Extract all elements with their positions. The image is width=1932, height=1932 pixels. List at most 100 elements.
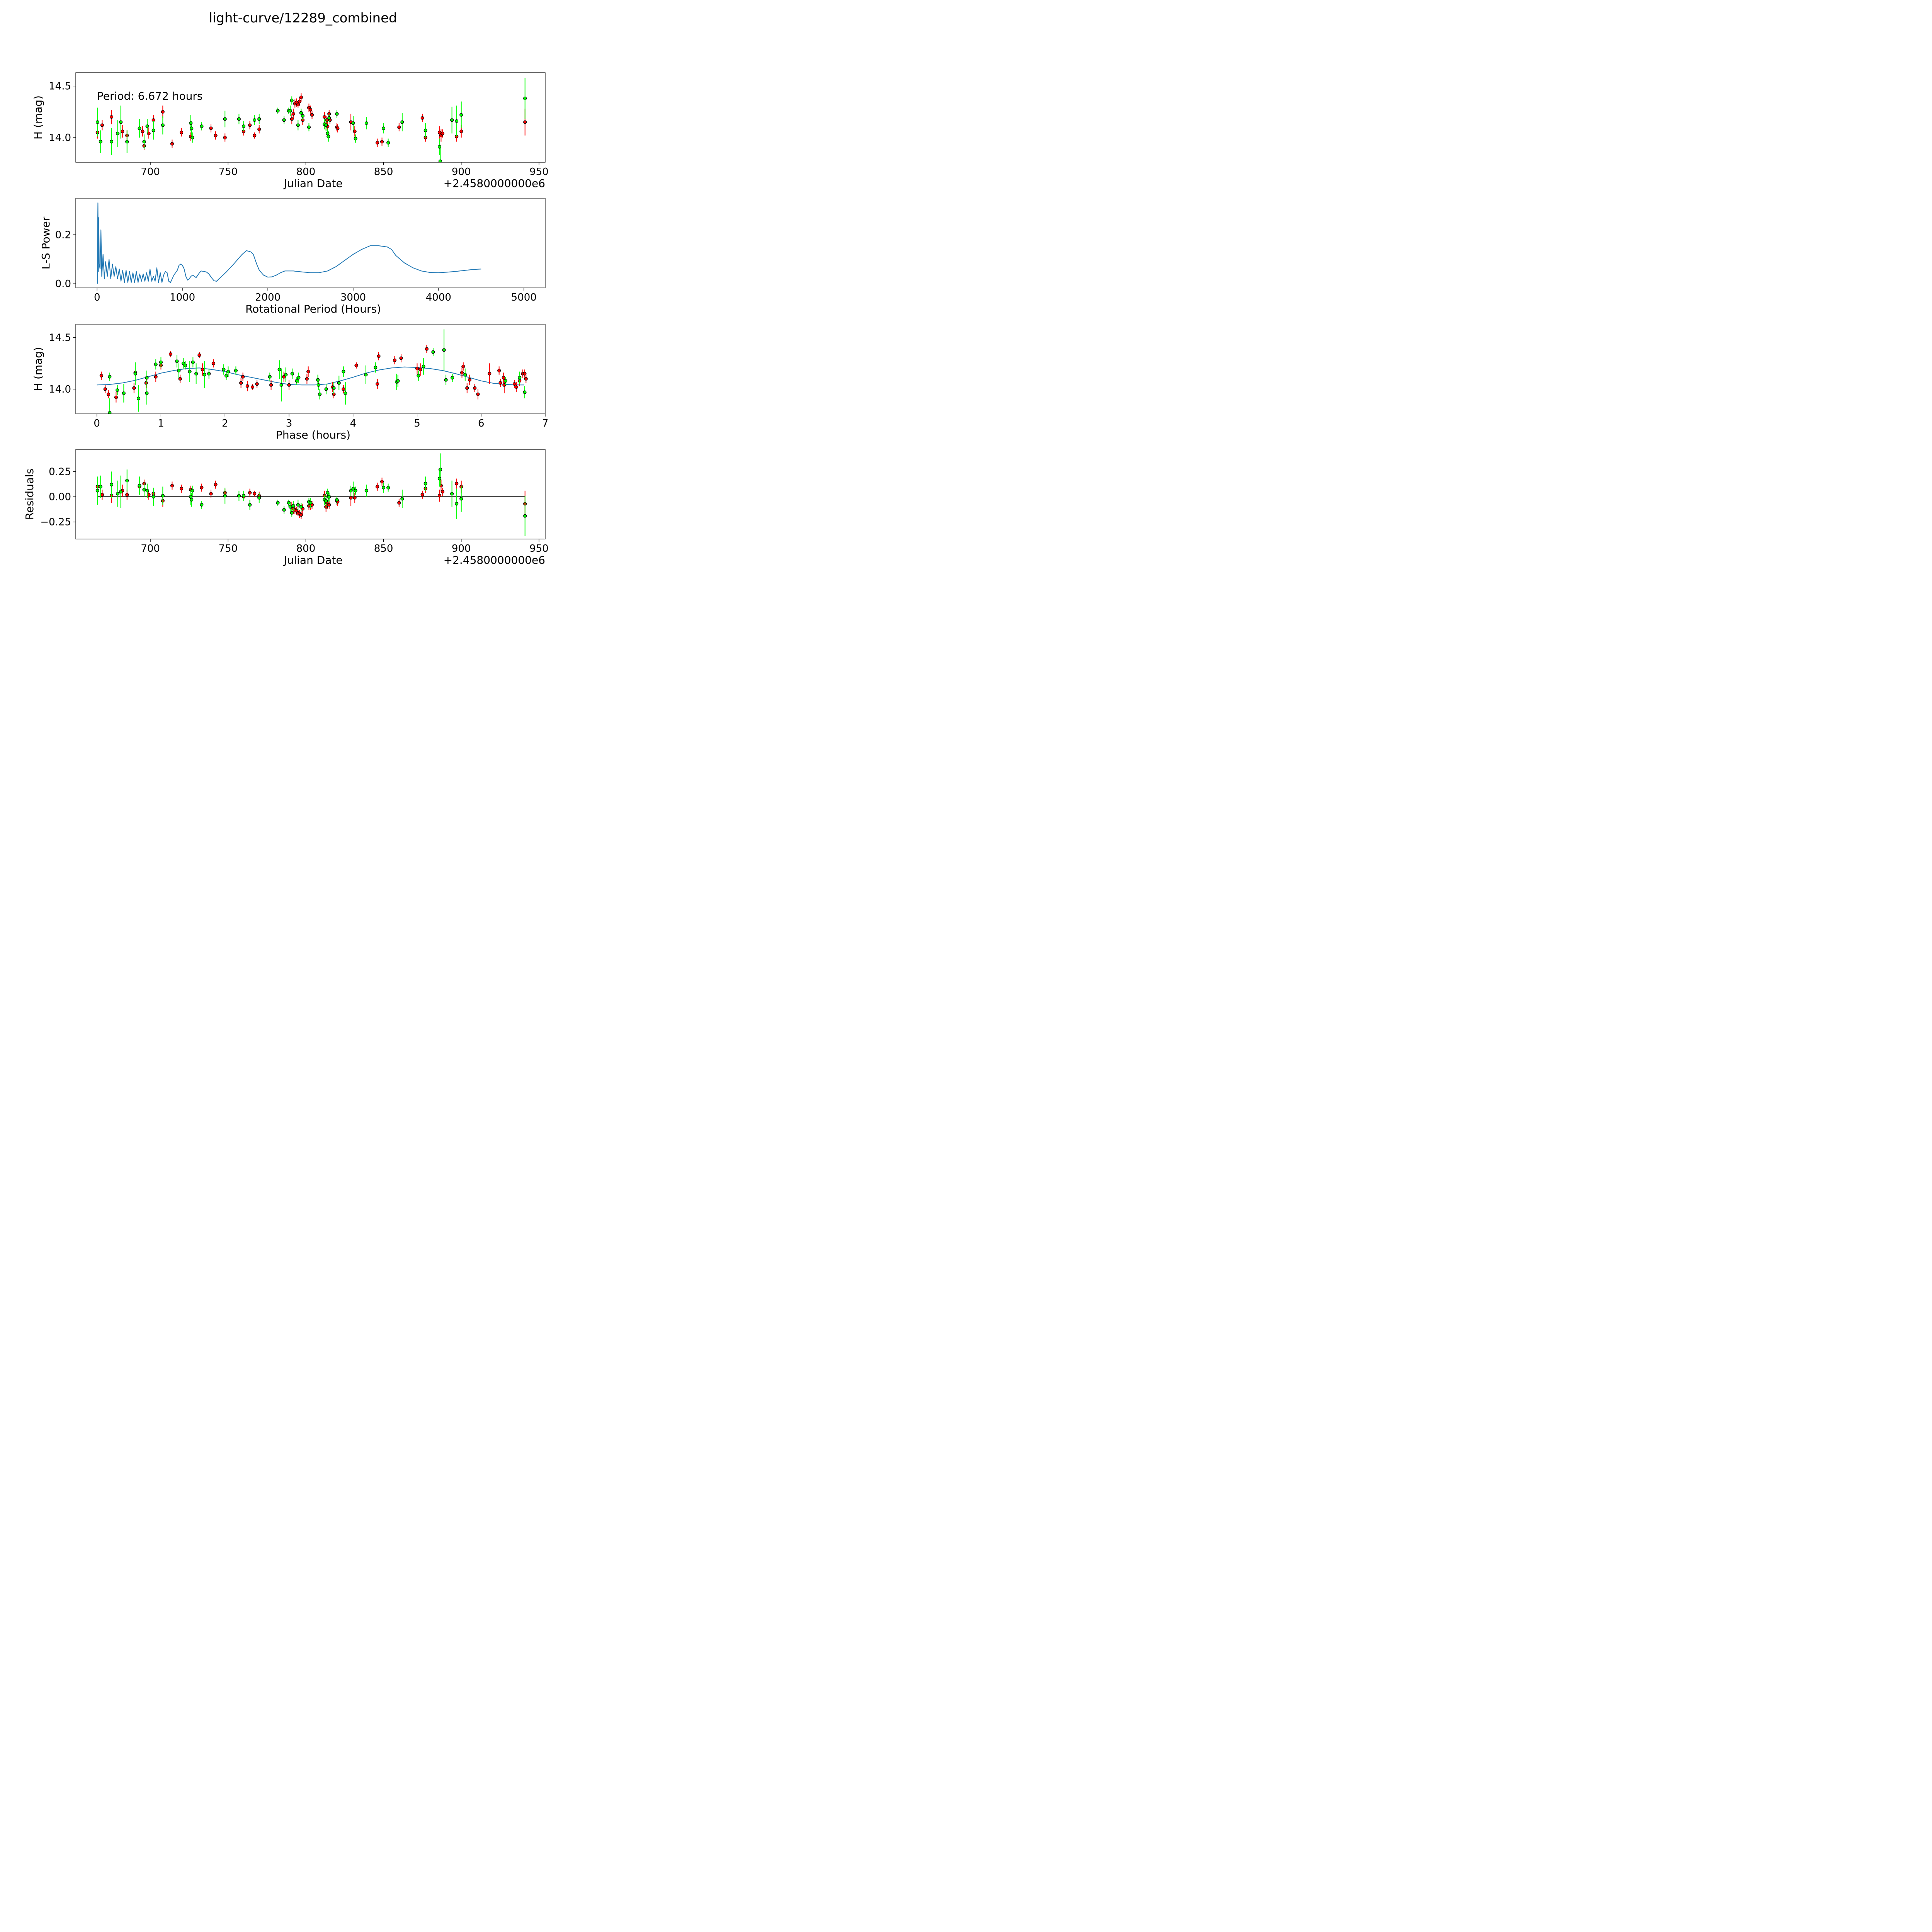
data-point [201, 367, 204, 371]
data-point [290, 117, 294, 121]
data-point [308, 108, 313, 112]
data-point [290, 511, 294, 515]
data-point [400, 120, 404, 124]
data-point [200, 486, 204, 490]
data-point [400, 497, 404, 501]
data-point [502, 376, 505, 380]
data-point [420, 493, 424, 497]
data-point [296, 103, 300, 107]
data-point [342, 370, 345, 374]
data-point [147, 493, 151, 497]
data-point [364, 489, 368, 493]
data-point [248, 123, 252, 127]
data-point [423, 128, 427, 132]
data-point [420, 116, 424, 120]
x-tick-label: 3000 [340, 292, 366, 303]
data-point [253, 492, 257, 496]
data-point [381, 126, 386, 130]
data-point [460, 371, 464, 374]
data-point [438, 468, 442, 471]
data-point [147, 131, 151, 135]
data-point [138, 484, 141, 488]
y-tick-label: 14.0 [49, 132, 71, 144]
data-point [257, 128, 261, 131]
y-tick-label: 0.25 [49, 466, 71, 478]
x-tick-label: 5000 [511, 292, 537, 303]
data-point [144, 381, 148, 385]
data-point [223, 136, 227, 139]
data-point [99, 140, 102, 144]
axes-frame [75, 198, 546, 288]
data-point [100, 123, 104, 127]
data-point [415, 367, 419, 371]
data-point [188, 370, 192, 374]
data-point [276, 109, 280, 113]
data-point [337, 381, 341, 385]
data-point [207, 372, 211, 376]
series-red [95, 93, 527, 150]
data-point [279, 383, 283, 387]
data-point [189, 121, 193, 125]
data-point [438, 159, 442, 162]
data-point [422, 364, 425, 368]
data-point [380, 140, 384, 144]
x-tick-label: 1 [158, 418, 164, 429]
x-tick-label: 0 [94, 292, 100, 303]
data-point [100, 493, 104, 497]
data-point [306, 370, 310, 374]
x-tick-label: 2 [222, 418, 228, 429]
data-point [488, 372, 492, 376]
data-point [142, 140, 146, 144]
data-point [168, 352, 172, 356]
data-point [354, 364, 358, 367]
residuals-panel: 700 750 800 850 900 950 −0.25 0.00 0.25 Julian Da… [23, 449, 549, 566]
data-point [161, 494, 165, 498]
data-point [202, 373, 206, 377]
data-point [257, 117, 261, 121]
data-point [288, 109, 292, 113]
data-point [375, 485, 379, 489]
data-point [437, 476, 442, 481]
axes-frame [75, 72, 546, 163]
data-point [423, 482, 427, 486]
x-tick-label: 750 [218, 166, 238, 178]
data-point [455, 482, 459, 486]
data-point [276, 501, 280, 505]
data-point [154, 375, 158, 379]
data-point [138, 126, 141, 130]
data-point [214, 134, 218, 138]
data-point [121, 129, 124, 133]
data-point [455, 502, 459, 506]
data-point [125, 493, 129, 497]
x-tick-label: 1000 [170, 292, 195, 303]
data-point [327, 116, 331, 120]
data-point [145, 489, 149, 493]
data-point [381, 486, 386, 490]
data-point [183, 364, 187, 367]
data-point [214, 483, 218, 486]
data-point [473, 386, 477, 390]
data-point [524, 377, 528, 381]
x-tick-label: 800 [296, 543, 316, 554]
y-axis-label: H (mag) [32, 347, 44, 391]
data-point [114, 395, 118, 399]
data-point [336, 126, 340, 130]
data-point [397, 501, 401, 505]
x-axis-label: Phase (hours) [276, 429, 350, 441]
data-point [316, 383, 320, 387]
data-point [324, 387, 328, 391]
data-point [245, 384, 249, 388]
data-point [497, 369, 501, 372]
data-point [125, 140, 129, 144]
data-point [241, 375, 245, 379]
data-point [305, 377, 309, 381]
x-tick-label: 950 [529, 543, 549, 554]
y-axis-label: Residuals [23, 469, 36, 520]
data-point [239, 381, 243, 385]
data-point [226, 370, 230, 374]
data-point [161, 123, 165, 127]
data-point [242, 124, 246, 128]
data-point [290, 99, 294, 102]
data-point [523, 120, 527, 124]
data-point [386, 486, 390, 490]
